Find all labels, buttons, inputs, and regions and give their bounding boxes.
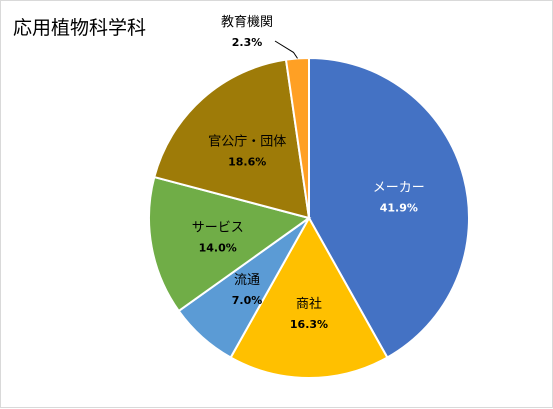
slice-value-2: 7.0% [232, 294, 263, 307]
slice-label-5: 教育機関 [221, 14, 273, 30]
pie-slice-3 [148, 175, 312, 313]
slice-value-4: 18.6% [228, 156, 266, 169]
slice-label-0: メーカー [373, 181, 425, 196]
slice-value-0: 41.9% [380, 202, 418, 215]
chart-title: 応用植物科学科 [13, 17, 147, 39]
pie-slice-4 [153, 58, 311, 220]
pie-slice-1 [229, 215, 389, 380]
slice-label-3: サービス [192, 221, 244, 236]
slice-value-5: 2.3% [232, 36, 263, 49]
leader-line-5 [274, 40, 298, 59]
slice-label-1: 商社 [296, 296, 322, 312]
pie-slice-0 [308, 56, 471, 359]
slice-value-3: 14.0% [199, 242, 237, 255]
slice-label-4: 官公庁・団体 [208, 134, 286, 150]
slice-value-1: 16.3% [290, 318, 328, 331]
slice-label-2: 流通 [234, 273, 260, 288]
